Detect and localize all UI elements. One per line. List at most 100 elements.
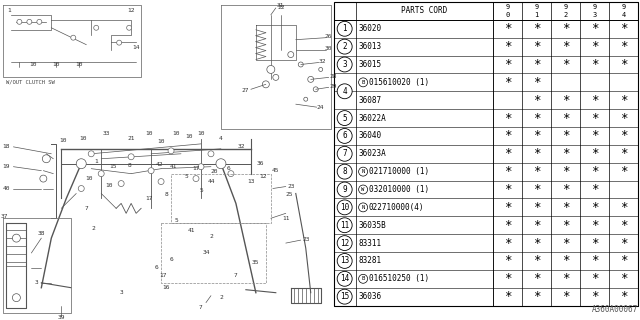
Text: 83281: 83281	[358, 256, 381, 266]
Text: *: *	[620, 147, 627, 160]
Text: 36015: 36015	[358, 60, 381, 69]
Text: *: *	[591, 272, 598, 285]
Text: 5: 5	[342, 114, 347, 123]
Text: 10: 10	[76, 62, 83, 67]
Text: W/OUT CLUTCH SW: W/OUT CLUTCH SW	[6, 79, 55, 84]
Circle shape	[337, 129, 352, 143]
Text: 9: 9	[506, 4, 510, 10]
Text: 44: 44	[207, 179, 214, 184]
Text: 10: 10	[106, 183, 113, 188]
Text: *: *	[620, 112, 627, 124]
Text: 1: 1	[8, 8, 12, 13]
Text: 38: 38	[38, 231, 45, 236]
Text: 3: 3	[35, 280, 38, 285]
Text: *: *	[562, 94, 570, 107]
Bar	[333, 2, 638, 306]
Text: *: *	[504, 165, 511, 178]
Text: 015610020 (1): 015610020 (1)	[369, 78, 429, 87]
Text: 6: 6	[227, 166, 231, 171]
Circle shape	[337, 289, 352, 304]
Circle shape	[216, 159, 226, 169]
Text: *: *	[533, 94, 541, 107]
Text: 36020: 36020	[358, 24, 381, 33]
Text: 29: 29	[330, 84, 337, 89]
Circle shape	[337, 236, 352, 251]
Text: *: *	[533, 201, 541, 214]
Circle shape	[27, 19, 32, 24]
Circle shape	[358, 203, 367, 212]
Text: 41: 41	[170, 164, 177, 169]
Text: 36023A: 36023A	[358, 149, 387, 158]
Text: 7: 7	[234, 273, 238, 278]
Text: 10: 10	[79, 136, 87, 141]
Text: *: *	[562, 22, 570, 35]
Text: 10: 10	[157, 140, 165, 144]
Circle shape	[337, 200, 352, 215]
Text: *: *	[533, 76, 541, 89]
Text: *: *	[533, 58, 541, 71]
Text: 4: 4	[342, 87, 347, 96]
Text: 3: 3	[593, 12, 596, 18]
Text: *: *	[533, 165, 541, 178]
Text: *: *	[591, 112, 598, 124]
Circle shape	[337, 21, 352, 36]
Text: *: *	[620, 58, 627, 71]
Circle shape	[93, 25, 99, 30]
Text: 23: 23	[302, 236, 310, 242]
Text: 20: 20	[210, 169, 218, 174]
Text: 3: 3	[342, 60, 347, 69]
Text: 10: 10	[197, 132, 205, 136]
Circle shape	[193, 176, 199, 181]
Text: 32: 32	[237, 144, 244, 149]
Text: 12: 12	[259, 174, 267, 179]
Circle shape	[71, 35, 76, 40]
Text: 36022A: 36022A	[358, 114, 387, 123]
Text: 39: 39	[58, 315, 65, 320]
Text: *: *	[620, 254, 627, 268]
Text: *: *	[504, 183, 511, 196]
Circle shape	[298, 62, 303, 67]
Circle shape	[37, 19, 42, 24]
Text: 25: 25	[285, 192, 292, 197]
Text: 11: 11	[340, 221, 349, 230]
Circle shape	[337, 57, 352, 72]
Text: *: *	[504, 58, 511, 71]
Text: 8: 8	[127, 163, 131, 168]
Text: 36: 36	[257, 161, 264, 166]
Circle shape	[337, 164, 352, 179]
Text: 10: 10	[52, 62, 60, 67]
Text: *: *	[620, 165, 627, 178]
Circle shape	[337, 253, 352, 268]
Circle shape	[337, 182, 352, 197]
Text: *: *	[562, 112, 570, 124]
Circle shape	[358, 167, 367, 176]
Circle shape	[337, 271, 352, 286]
Text: *: *	[591, 40, 598, 53]
Text: 4: 4	[219, 136, 223, 141]
Circle shape	[128, 154, 134, 160]
Circle shape	[158, 179, 164, 185]
Text: 14: 14	[340, 274, 349, 283]
Text: *: *	[504, 40, 511, 53]
Text: N: N	[362, 169, 365, 174]
Text: 32: 32	[319, 59, 326, 64]
Text: *: *	[591, 219, 598, 232]
Text: 1: 1	[342, 24, 347, 33]
Circle shape	[288, 52, 294, 58]
Text: 45: 45	[272, 168, 280, 173]
Text: 016510250 (1): 016510250 (1)	[369, 274, 429, 283]
Text: *: *	[504, 236, 511, 250]
Text: *: *	[562, 58, 570, 71]
Text: 10: 10	[29, 62, 37, 67]
Text: 7: 7	[84, 206, 88, 211]
Text: *: *	[620, 219, 627, 232]
Text: 4: 4	[621, 12, 626, 18]
Text: *: *	[562, 254, 570, 268]
Text: *: *	[620, 290, 627, 303]
Circle shape	[198, 164, 204, 170]
Circle shape	[40, 175, 47, 182]
Text: 16: 16	[163, 285, 170, 290]
Text: *: *	[533, 22, 541, 35]
Text: 15: 15	[340, 292, 349, 301]
Text: *: *	[591, 22, 598, 35]
